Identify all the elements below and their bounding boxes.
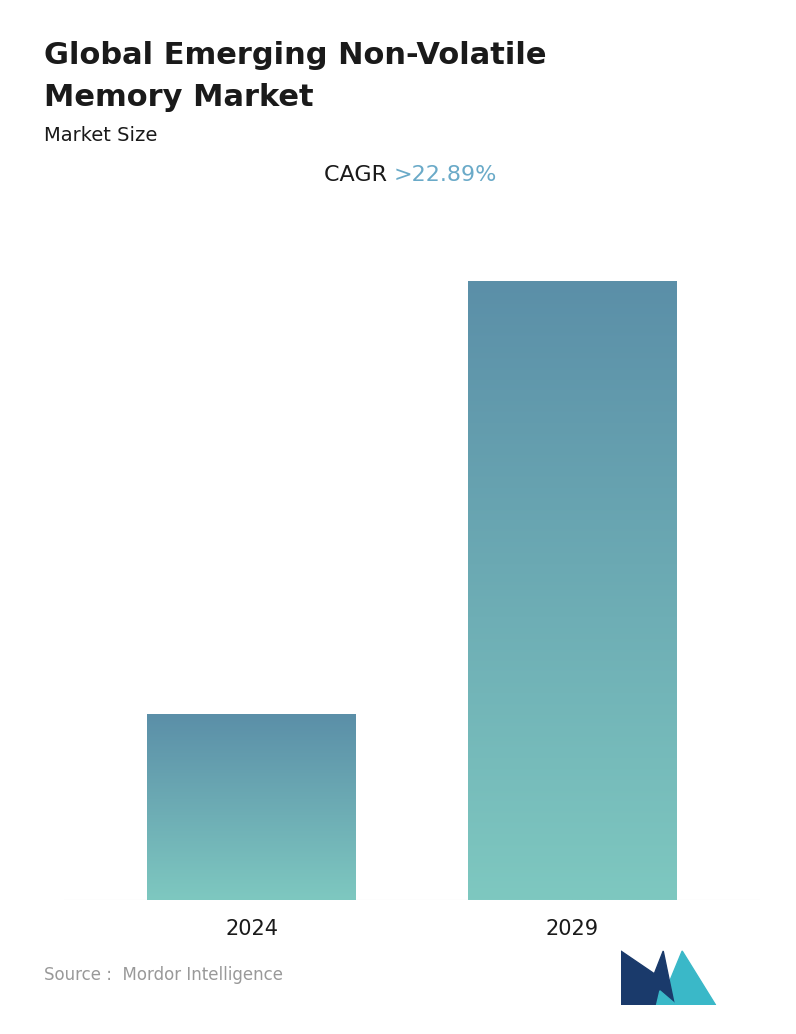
Text: Market Size: Market Size — [44, 126, 157, 145]
Text: Global Emerging Non-Volatile: Global Emerging Non-Volatile — [44, 41, 546, 70]
Polygon shape — [657, 991, 677, 1005]
Polygon shape — [660, 951, 716, 1005]
Text: Source :  Mordor Intelligence: Source : Mordor Intelligence — [44, 967, 283, 984]
Polygon shape — [621, 951, 674, 1005]
Text: >22.89%: >22.89% — [394, 165, 498, 185]
Text: Memory Market: Memory Market — [44, 83, 314, 112]
Text: CAGR: CAGR — [324, 165, 394, 185]
